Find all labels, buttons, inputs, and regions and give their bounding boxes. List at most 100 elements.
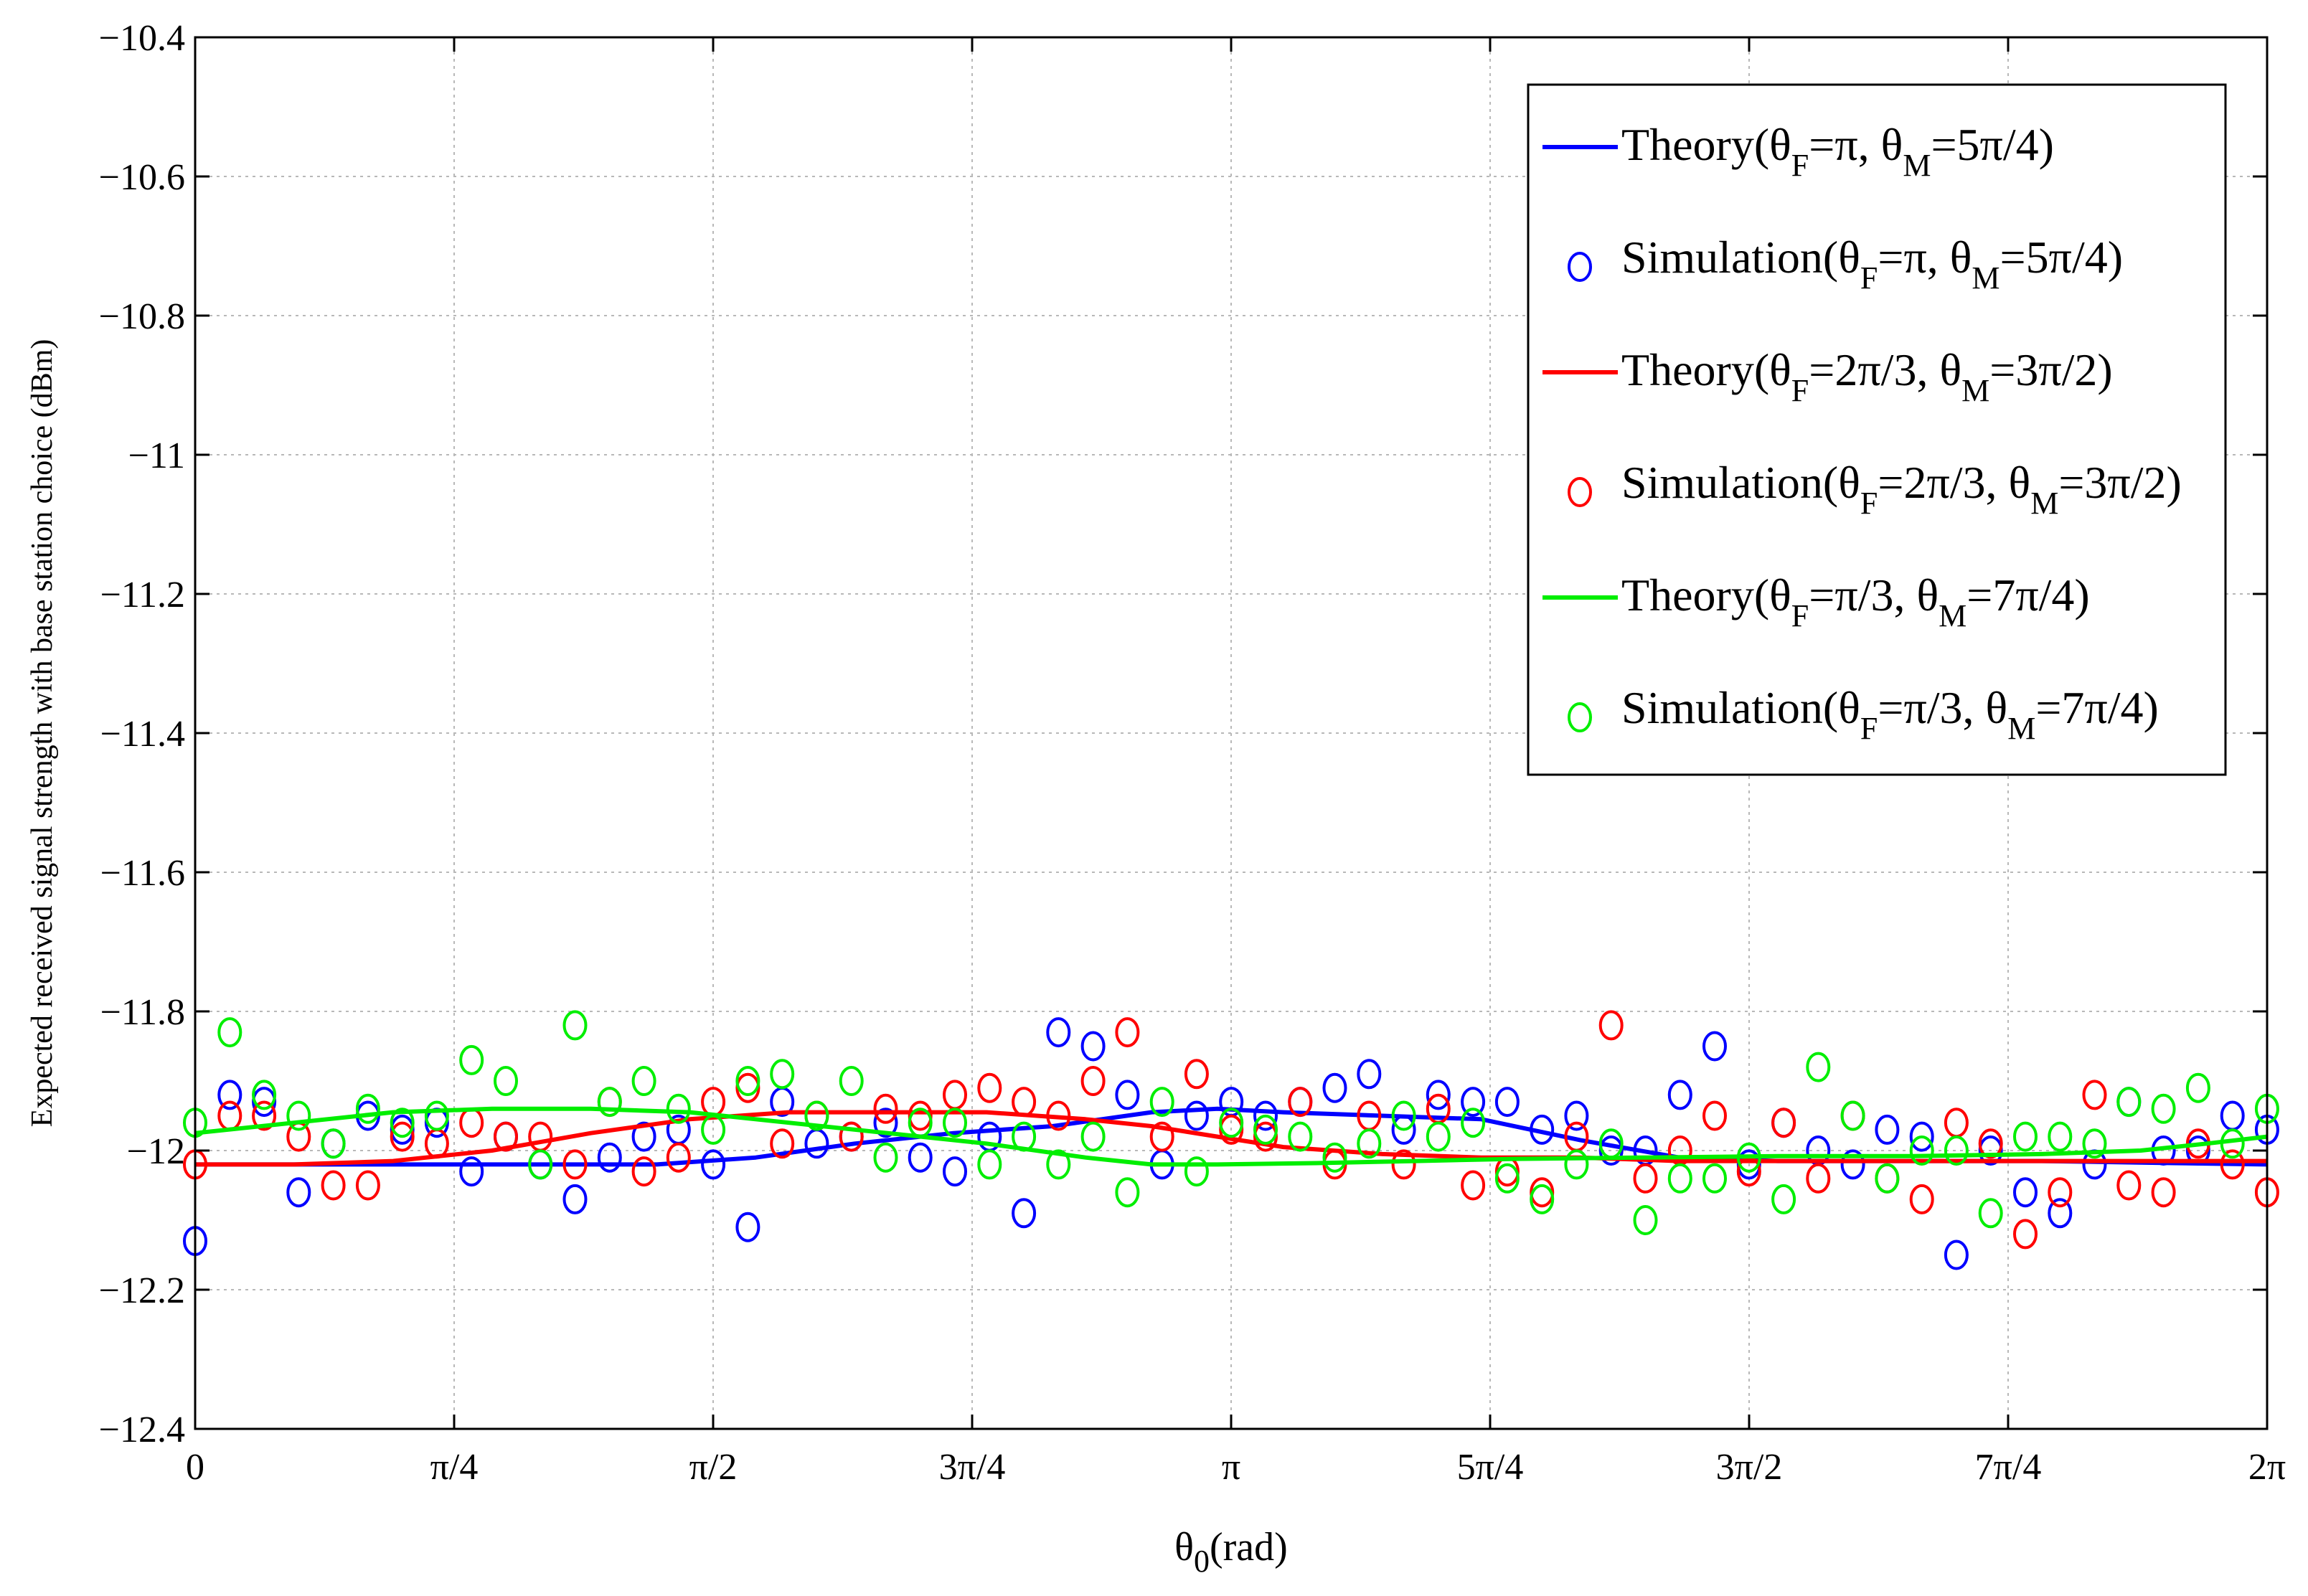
legend-entry-1: Theory(θF=π, θM=5π/4) (1542, 119, 2054, 183)
legend-label-part: =π, θ (1809, 119, 1903, 170)
simulation-point (1564, 1149, 1589, 1180)
simulation-point (1530, 1114, 1555, 1145)
simulation-point (1909, 1135, 1934, 1166)
simulation-point (1598, 1128, 1624, 1159)
x-tick-label: 3π/4 (939, 1447, 1006, 1488)
simulation-point (2151, 1177, 2176, 1208)
simulation-point (390, 1121, 415, 1152)
simulation-point (597, 1142, 622, 1173)
simulation-point (459, 1108, 484, 1138)
legend-label-subscript: M (2007, 711, 2035, 746)
simulation-point (1633, 1163, 1658, 1194)
simulation-point (252, 1080, 277, 1110)
legend-label-subscript: M (2030, 486, 2058, 521)
legend-label: Theory(θF=2π/3, θM=3π/2) (1621, 344, 2113, 408)
legend-entry-4: Simulation(θF=2π/3, θM=3π/2) (1568, 457, 2182, 521)
legend-label-subscript: F (1791, 148, 1809, 183)
simulation-point (1875, 1114, 1900, 1145)
legend-label-subscript: F (1860, 711, 1878, 746)
simulation-point (217, 1100, 242, 1131)
y-tick-label: −11.6 (100, 853, 185, 894)
legend-label-subscript: M (1961, 373, 1989, 408)
legend-label: Simulation(θF=π, θM=5π/4) (1621, 232, 2123, 296)
legend-entry-5: Theory(θF=π/3, θM=7π/4) (1542, 570, 2090, 633)
simulation-point (770, 1059, 795, 1090)
simulation-point (528, 1121, 553, 1152)
simulation-point (804, 1128, 829, 1159)
simulation-point (1219, 1108, 1244, 1138)
y-tick-labels: −10.4 −10.6 −10.8 −11 −11.2 −11.4 −11.6 −11.8 −1… (99, 18, 185, 1450)
legend-label-part: =2π/3, θ (1809, 344, 1961, 395)
x-tick-label: π (1222, 1447, 1240, 1488)
legend-label-part: =7π/4) (2035, 682, 2159, 733)
legend-label-part: Theory(θ (1621, 119, 1791, 170)
simulation-point (2116, 1087, 2142, 1118)
simulation-point (1530, 1177, 1555, 1208)
legend-label-subscript: M (1972, 260, 2000, 296)
simulation-point (2082, 1128, 2107, 1159)
simulation-point (1426, 1080, 1451, 1110)
simulation-point (217, 1017, 242, 1048)
simulation-point (839, 1066, 864, 1096)
simulation-point (908, 1142, 933, 1173)
series-3-line (195, 1110, 2267, 1167)
simulation-point (1771, 1184, 1796, 1214)
simulation-point (2082, 1080, 2107, 1110)
legend-label: Theory(θF=π/3, θM=7π/4) (1621, 570, 2090, 633)
legend-label-subscript: F (1791, 373, 1809, 408)
simulation-point (528, 1149, 553, 1180)
simulation-point (735, 1212, 760, 1242)
simulation-point (1461, 1087, 1486, 1118)
simulation-point (943, 1108, 967, 1138)
x-tick-label: 0 (186, 1447, 204, 1488)
simulation-point (1115, 1177, 1140, 1208)
simulation-point (1012, 1198, 1037, 1229)
simulation-point (1080, 1031, 1106, 1062)
y-tick-label: −10.4 (99, 18, 185, 59)
simulation-point (1598, 1010, 1624, 1041)
simulation-point (1461, 1170, 1486, 1201)
simulation-point (1080, 1066, 1106, 1096)
legend-label-part: Theory(θ (1621, 570, 1791, 620)
legend-label-subscript: M (1939, 598, 1966, 633)
y-tick-label: −11.2 (100, 575, 185, 615)
simulation-point (1944, 1240, 1969, 1270)
legend-label-part: =2π/3, θ (1878, 457, 2030, 508)
simulation-point (1253, 1114, 1278, 1145)
simulation-point (873, 1108, 898, 1138)
x-tick-labels: 0 π/4 π/2 3π/4 π 5π/4 3π/2 7π/4 2π (186, 1447, 2286, 1488)
simulation-point (631, 1066, 656, 1096)
legend-label: Simulation(θF=2π/3, θM=3π/2) (1621, 457, 2182, 521)
simulation-point (1667, 1163, 1692, 1194)
simulation-point (321, 1170, 346, 1201)
y-tick-label: −12.2 (99, 1270, 185, 1311)
x-tick-label: π/2 (689, 1447, 738, 1488)
simulation-point (1080, 1121, 1106, 1152)
legend-label-part: Simulation(θ (1621, 232, 1860, 283)
simulation-point (1288, 1087, 1313, 1118)
legend-label-part: =7π/4) (1966, 570, 2090, 620)
simulation-point (2048, 1121, 2073, 1152)
simulation-point (770, 1128, 795, 1159)
legend-label-subscript: F (1860, 486, 1878, 521)
simulation-point (2116, 1170, 2142, 1201)
simulation-point (1426, 1121, 1451, 1152)
simulation-point (1391, 1114, 1416, 1145)
y-tick-label: −12 (127, 1131, 185, 1172)
simulation-point (1702, 1031, 1727, 1062)
simulation-point (1702, 1163, 1727, 1194)
simulation-point (1840, 1100, 1865, 1131)
simulation-point (1875, 1163, 1900, 1194)
simulation-point (321, 1128, 346, 1159)
simulation-point (494, 1066, 518, 1096)
legend-label-subscript: F (1791, 598, 1809, 633)
simulation-point (2220, 1149, 2245, 1180)
simulation-point (1184, 1100, 1209, 1131)
simulation-point (1633, 1205, 1658, 1235)
simulation-point (873, 1093, 898, 1124)
theory-line (194, 1106, 2268, 1167)
simulation-point (2151, 1093, 2176, 1124)
simulation-point (1840, 1149, 1865, 1180)
simulation-point (1184, 1059, 1209, 1090)
